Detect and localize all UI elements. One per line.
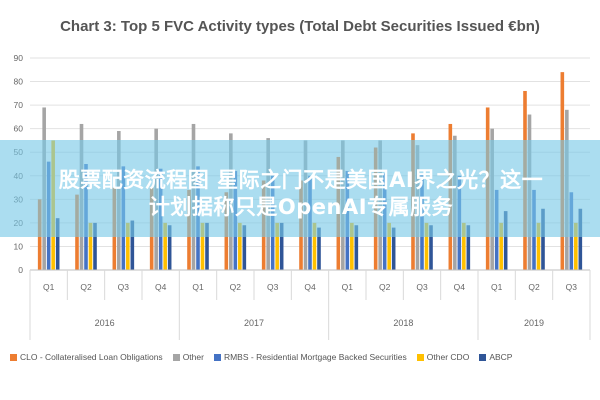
year-label: 2019 bbox=[524, 318, 544, 328]
banner-line-1: 股票配资流程图 星际之门不是美国AI界之光？这一 bbox=[58, 168, 544, 192]
bar bbox=[163, 222, 167, 270]
x-tick-label: Q1 bbox=[342, 282, 354, 292]
legend-swatch bbox=[172, 353, 180, 361]
legend-item: Other bbox=[172, 352, 204, 362]
bar bbox=[578, 208, 583, 270]
bar bbox=[55, 218, 60, 270]
x-tick-label: Q2 bbox=[80, 282, 92, 292]
legend-item: RMBS - Residential Mortgage Backed Secur… bbox=[213, 352, 407, 362]
legend-item: CLO - Collateralised Loan Obligations bbox=[10, 352, 163, 362]
y-tick-label: 80 bbox=[14, 77, 24, 87]
x-tick-label: Q4 bbox=[304, 282, 316, 292]
year-label: 2017 bbox=[244, 318, 264, 328]
bar bbox=[200, 222, 205, 270]
x-tick-label: Q1 bbox=[491, 282, 503, 292]
bar bbox=[242, 225, 247, 270]
bar bbox=[466, 225, 471, 270]
legend-swatch bbox=[213, 353, 221, 361]
bar bbox=[536, 222, 541, 270]
bar bbox=[350, 222, 354, 270]
y-tick-label: 0 bbox=[18, 265, 23, 275]
x-tick-label: Q2 bbox=[379, 282, 391, 292]
y-tick-label: 60 bbox=[14, 124, 24, 134]
legend-item: ABCP bbox=[479, 352, 512, 362]
bar bbox=[424, 222, 429, 270]
banner-overlay bbox=[0, 140, 600, 237]
bar bbox=[391, 227, 396, 270]
x-tick-label: Q2 bbox=[230, 282, 242, 292]
bar bbox=[88, 222, 93, 270]
x-tick-label: Q3 bbox=[118, 282, 130, 292]
bar bbox=[275, 222, 279, 270]
bar bbox=[503, 211, 508, 270]
bar bbox=[429, 225, 433, 270]
x-tick-label: Q4 bbox=[155, 282, 167, 292]
bar bbox=[312, 222, 317, 270]
x-tick-label: Q3 bbox=[416, 282, 428, 292]
bar bbox=[205, 222, 209, 270]
legend-item: Other CDO bbox=[416, 352, 470, 362]
year-label: 2016 bbox=[95, 318, 115, 328]
bar bbox=[387, 222, 391, 270]
bar bbox=[238, 222, 242, 270]
legend-label: CLO - Collateralised Loan Obligations bbox=[20, 352, 163, 362]
x-tick-label: Q3 bbox=[267, 282, 279, 292]
legend-label: Other bbox=[182, 352, 204, 362]
x-tick-label: Q2 bbox=[528, 282, 540, 292]
legend-swatch bbox=[479, 353, 487, 361]
x-tick-label: Q1 bbox=[192, 282, 204, 292]
chart-title: Chart 3: Top 5 FVC Activity types (Total… bbox=[60, 18, 540, 35]
y-tick-label: 70 bbox=[14, 100, 24, 110]
banner-line-2: 计划据称只是OpenAI专属服务 bbox=[148, 195, 454, 219]
legend-label: Other CDO bbox=[426, 352, 470, 362]
bar bbox=[574, 222, 578, 270]
y-tick-label: 90 bbox=[14, 53, 24, 63]
bar bbox=[317, 227, 321, 270]
legend-swatch bbox=[416, 353, 424, 361]
bar bbox=[354, 225, 359, 270]
x-tick-label: Q3 bbox=[566, 282, 578, 292]
bar bbox=[499, 222, 503, 270]
x-tick-label: Q1 bbox=[43, 282, 55, 292]
bar bbox=[541, 208, 545, 270]
legend-swatch bbox=[10, 353, 17, 361]
bar bbox=[130, 220, 135, 270]
bar bbox=[279, 222, 284, 270]
legend: CLO - Collateralised Loan Obligations Oth… bbox=[10, 352, 595, 362]
y-tick-label: 10 bbox=[14, 241, 24, 251]
bar bbox=[126, 222, 130, 270]
bar bbox=[167, 225, 172, 270]
banner-text: 股票配资流程图 星际之门不是美国AI界之光？这一 计划据称只是OpenAI专属服… bbox=[6, 167, 596, 221]
x-tick-label: Q4 bbox=[454, 282, 466, 292]
year-label: 2018 bbox=[393, 318, 413, 328]
legend-label: ABCP bbox=[489, 352, 513, 362]
bar bbox=[93, 222, 97, 270]
bar bbox=[462, 222, 466, 270]
legend-label: RMBS - Residential Mortgage Backed Secur… bbox=[223, 352, 407, 362]
